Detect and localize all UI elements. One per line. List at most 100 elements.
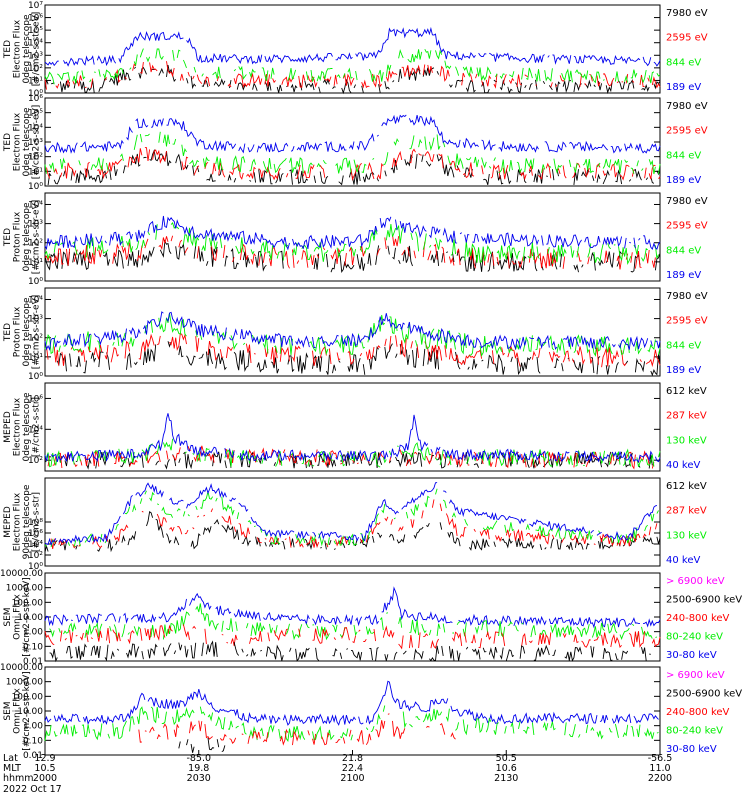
series-287-kev — [50, 499, 658, 549]
y-tick-label: 10² — [28, 334, 43, 344]
y-axis-label: TED — [3, 40, 13, 59]
y-tick-label: 0.10 — [23, 736, 43, 746]
panel-frame — [44, 287, 661, 377]
legend-entry: 2595 eV — [666, 221, 708, 232]
series-844-ev — [44, 222, 659, 265]
y-tick-label: 10⁰ — [28, 562, 43, 572]
y-tick-label: 0.01 — [23, 657, 43, 667]
y-axis-label: [#/cm2-s-str] — [32, 492, 42, 552]
y-axis-label: Electron Flux — [13, 19, 23, 78]
y-tick-label: 10³ — [28, 138, 43, 148]
footer-tick: 50.5 — [496, 753, 517, 764]
y-tick-label: 10.00 — [17, 613, 43, 623]
legend-entry: 2595 eV — [666, 316, 708, 327]
legend-entry: 240-800 keV — [666, 613, 730, 624]
legend-entry: 844 eV — [666, 150, 701, 161]
footer-tick: 10.5 — [34, 763, 55, 774]
series-189-ev — [44, 26, 661, 67]
y-tick-label: 10³ — [28, 220, 43, 230]
y-axis-label: 90deg telescope — [22, 484, 32, 559]
y-axis-label: MEPED — [3, 411, 13, 443]
legend-entry: 7980 eV — [666, 291, 708, 302]
y-tick-label: 0.01 — [23, 751, 43, 761]
series-2500-6900-kev — [50, 642, 660, 661]
series-30-80-kev — [44, 586, 661, 629]
footer-tick: 11.0 — [649, 763, 670, 774]
y-axis-label: Proton Flux — [13, 306, 23, 357]
panel-frame — [44, 666, 661, 756]
y-tick-label: 10² — [28, 239, 43, 249]
y-tick-label: 10² — [28, 64, 43, 74]
y-tick-label: 10⁴ — [28, 200, 43, 210]
legend-entry: 7980 eV — [666, 101, 708, 112]
legend-entry: 80-240 keV — [666, 726, 723, 737]
legend-entry: 612 keV — [666, 481, 707, 492]
footer-tick: -56.5 — [648, 753, 673, 764]
y-tick-label: 10¹ — [28, 258, 43, 268]
y-tick-label: 10¹ — [28, 353, 43, 363]
legend-entry: 189 eV — [666, 175, 701, 186]
y-tick-label: 10⁶ — [28, 394, 43, 404]
series-844-ev — [44, 48, 661, 85]
y-tick-label: 100.00 — [12, 598, 44, 608]
y-axis-label: 0deg telescope — [22, 202, 32, 272]
y-axis-label: TED — [3, 323, 13, 342]
y-tick-label: 10² — [28, 456, 43, 466]
series-130-kev — [44, 488, 659, 548]
series-240-800-kev — [138, 713, 456, 746]
legend-entry: 130 keV — [666, 530, 707, 541]
y-tick-label: 1000.00 — [6, 678, 43, 688]
footer-row-label: Lat — [3, 753, 18, 764]
footer-tick: 12.9 — [34, 753, 55, 764]
panel-frame — [44, 4, 661, 94]
legend-entry: 130 keV — [666, 435, 707, 446]
y-axis-label: 0deg telescope — [22, 392, 32, 462]
footer-date: 2022 Oct 17 — [3, 784, 62, 795]
y-tick-label: 10¹ — [28, 167, 43, 177]
y-axis-label: Omni Flux — [13, 594, 23, 640]
y-tick-label: 10⁶ — [28, 94, 43, 104]
legend-entry: 844 eV — [666, 245, 701, 256]
y-tick-label: 10⁴ — [28, 295, 43, 305]
panel-frame — [44, 477, 661, 567]
y-tick-label: 0.10 — [23, 642, 43, 652]
legend-entry: 844 eV — [666, 340, 701, 351]
y-axis-label: [#/cm2-s-str-keV] — [22, 577, 32, 656]
legend-entry: 7980 eV — [666, 8, 708, 19]
y-tick-label: 10⁴ — [28, 123, 43, 133]
legend-entry: 2595 eV — [666, 33, 708, 44]
y-axis-label: Electron Flux — [13, 397, 23, 456]
y-tick-label: 1.00 — [23, 628, 43, 638]
y-tick-label: 10¹ — [28, 76, 43, 86]
legend-entry: 287 keV — [666, 411, 707, 422]
y-tick-label: 10000.00 — [0, 569, 43, 579]
y-axis-label: [#/cm2-s-str-keV] — [22, 671, 32, 750]
legend-entry: 30-80 keV — [666, 650, 717, 661]
y-axis-label: [#/cm2-s-str-eV] — [32, 12, 42, 87]
footer-row-label: hhmm — [3, 773, 34, 784]
footer-tick: 2200 — [648, 773, 672, 784]
y-tick-label: 1000.00 — [6, 584, 43, 594]
series-2595-ev — [44, 61, 661, 90]
series-30-80-kev — [44, 680, 659, 726]
y-axis-label: Electron Flux — [13, 112, 23, 171]
legend-entry: 287 keV — [666, 506, 707, 517]
legend-entry: 844 eV — [666, 57, 701, 68]
y-tick-label: 10.00 — [17, 707, 43, 717]
series-2595-ev — [46, 332, 661, 368]
y-tick-label: 10⁴ — [28, 39, 43, 49]
footer-tick: 2000 — [33, 773, 57, 784]
y-axis-label: [#/cm2-s-str-eV] — [32, 105, 42, 180]
y-tick-label: 10⁸ — [28, 518, 43, 528]
series-240-800-kev — [44, 624, 661, 650]
y-tick-label: 10⁰ — [28, 182, 43, 192]
y-tick-label: 10⁶ — [28, 529, 43, 539]
legend-entry: 189 eV — [666, 365, 701, 376]
y-axis-label: 0deg telescope — [22, 107, 32, 177]
footer-tick: 19.8 — [188, 763, 209, 774]
legend-entry: > 6900 keV — [666, 576, 725, 587]
panel-frame — [44, 192, 661, 282]
y-tick-label: 10³ — [28, 315, 43, 325]
series-844-ev — [44, 131, 661, 175]
